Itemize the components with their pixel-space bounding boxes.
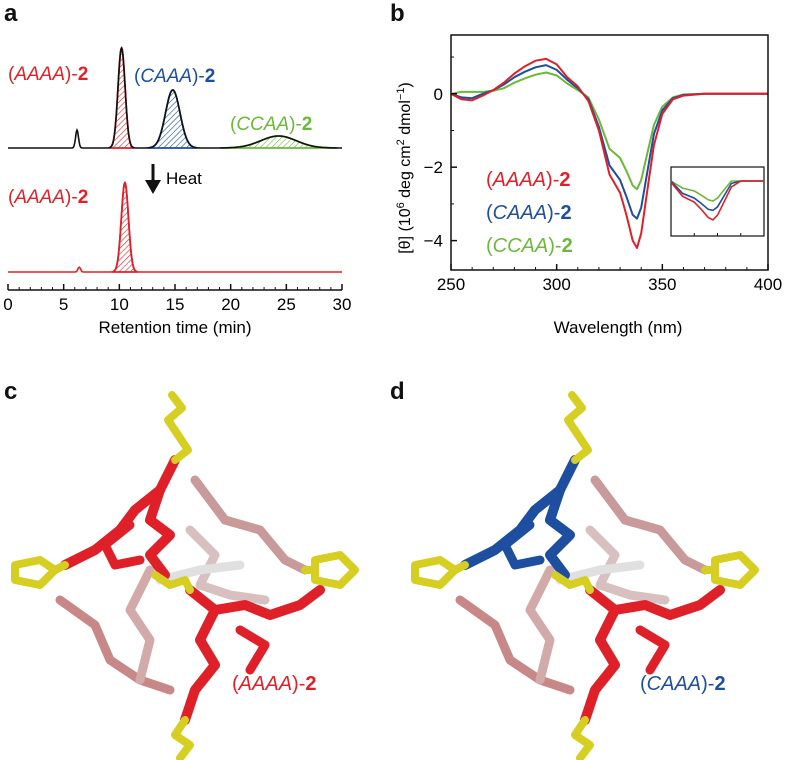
y-tick-label-b: −4 [424, 232, 443, 251]
x-tick-label-a: 30 [333, 295, 352, 314]
x-axis-title-a: Retention time (min) [98, 318, 251, 337]
y-axis-title-b: [θ] (106 deg cm2 dmol−1) [395, 82, 414, 254]
cd-inset [670, 166, 765, 237]
chromatogram-peak [148, 89, 197, 149]
panel-letter-c: c [4, 378, 18, 405]
heat-label: Heat [166, 169, 202, 188]
chromatogram-trace [8, 181, 342, 273]
x-tick-label-a: 0 [3, 295, 12, 314]
chromatogram-peak [109, 46, 135, 149]
x-tick-label-a: 10 [110, 295, 129, 314]
x-axis-title-b: Wavelength (nm) [554, 318, 683, 337]
hplc-chart: 0 5 10 15 20 25 30 (AAAA)-2 (CAAA)-2 (CCAA)-2 (AA… [3, 46, 352, 337]
x-tick-label-b: 250 [437, 275, 465, 294]
x-tick-label-b: 350 [648, 275, 676, 294]
legend-entry: (AAAA)-2 [486, 169, 570, 191]
x-tick-label-a: 5 [59, 295, 68, 314]
molecular-model-caaa: (CAAA)-2 [411, 391, 759, 760]
panel-letter-b: b [390, 0, 405, 27]
x-tick-label-a: 15 [166, 295, 185, 314]
cage-structure-c [11, 391, 359, 760]
legend-entry: (CAAA)-2 [486, 202, 572, 224]
structure-label-c: (AAAA)-2 [232, 673, 316, 695]
peak-label: (CAAA)-2 [134, 66, 215, 87]
cd-spectra-chart: 250 300 350 400 0 −2 −4 [θ] (106 deg cm2 dmol−… [395, 34, 782, 337]
panel-letter-d: d [390, 378, 405, 405]
chromatogram-peak [112, 181, 138, 273]
x-tick-label-b: 300 [542, 275, 570, 294]
molecular-model-aaaa: (AAAA)-2 [11, 391, 359, 760]
inset-frame [670, 166, 765, 237]
cage-structure-d [411, 391, 759, 760]
peak-label: (AAAA)-2 [8, 64, 88, 85]
x-tick-label-b: 400 [754, 275, 782, 294]
chromatogram-trace [8, 46, 342, 149]
plot-frame-b [450, 34, 769, 271]
y-tick-label-b: −2 [424, 158, 443, 177]
heat-arrow [145, 164, 161, 194]
x-tick-label-a: 20 [221, 295, 240, 314]
peak-label: (AAAA)-2 [8, 187, 88, 208]
x-tick-label-a: 25 [277, 295, 296, 314]
y-tick-label-b: 0 [434, 85, 443, 104]
peak-label: (CCAA)-2 [230, 114, 312, 135]
inset-series-line [670, 180, 764, 221]
panel-letter-a: a [4, 0, 18, 27]
structure-label-d: (CAAA)-2 [640, 673, 726, 695]
legend-entry: (CCAA)-2 [486, 235, 573, 257]
cd-series-line [450, 57, 768, 249]
